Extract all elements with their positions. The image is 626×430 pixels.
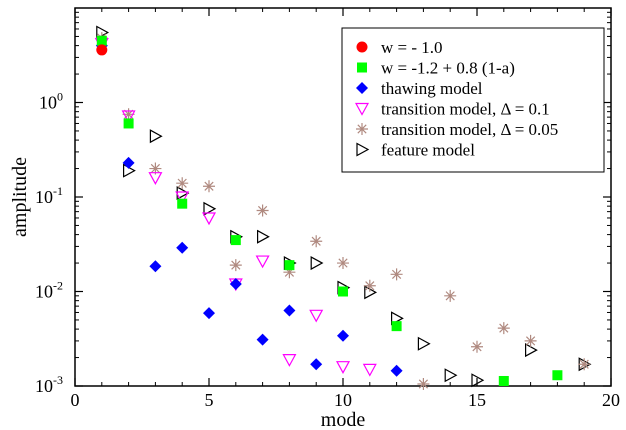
data-point xyxy=(122,108,135,121)
data-point xyxy=(390,364,403,377)
data-point xyxy=(578,358,591,371)
legend-marker xyxy=(357,62,367,73)
data-point xyxy=(524,334,537,347)
data-point xyxy=(123,118,134,129)
data-point xyxy=(417,336,431,351)
data-point xyxy=(444,289,457,302)
data-point xyxy=(176,241,189,254)
data-point xyxy=(310,235,323,248)
data-series xyxy=(94,25,592,390)
legend-label: transition model, Δ = 0.1 xyxy=(381,100,550,119)
data-point xyxy=(362,363,377,377)
data-point xyxy=(310,358,323,371)
x-tick-label: 20 xyxy=(602,390,620,410)
data-point xyxy=(284,260,295,271)
x-tick-label: 0 xyxy=(71,390,80,410)
data-point xyxy=(471,373,485,388)
data-point xyxy=(149,162,162,175)
data-point xyxy=(121,110,136,124)
data-point xyxy=(282,354,297,367)
data-point xyxy=(175,191,190,205)
legend-marker xyxy=(356,41,368,53)
data-point xyxy=(255,255,270,269)
legend-box xyxy=(341,27,605,173)
data-point xyxy=(203,201,217,216)
data-point xyxy=(203,180,215,193)
data-point xyxy=(417,377,430,390)
data-point xyxy=(256,204,269,217)
data-point xyxy=(96,35,107,46)
legend-marker xyxy=(356,142,370,157)
data-point xyxy=(176,177,189,190)
data-point xyxy=(337,329,349,342)
y-axis-ticks: 10-3 10-2 10-1 100 xyxy=(35,11,611,396)
data-point xyxy=(148,172,163,185)
legend-label: transition model, Δ = 0.05 xyxy=(381,120,558,139)
data-point xyxy=(229,278,242,291)
data-point xyxy=(471,340,483,353)
y-tick-label: 10-1 xyxy=(35,184,63,207)
y-axis-label: amplitude xyxy=(9,157,31,237)
x-axis-ticks: 0 5 10 15 20 xyxy=(71,8,620,410)
data-point xyxy=(497,322,510,335)
legend-label: feature model xyxy=(381,141,475,160)
x-tick-label: 15 xyxy=(468,390,486,410)
data-point xyxy=(363,279,376,292)
legend-label: w = - 1.0 xyxy=(381,38,443,57)
legend-marker xyxy=(356,82,368,94)
data-point xyxy=(498,375,509,386)
legend: w = - 1.0 w = -1.2 + 0.8 (1-a)thawing mod… xyxy=(341,27,605,173)
data-point xyxy=(337,257,349,270)
data-point xyxy=(338,286,348,297)
plot-area: 0 5 10 15 20 10-3 10-2 10-1 100 xyxy=(35,7,620,410)
series-circle xyxy=(96,44,108,56)
data-point xyxy=(310,256,324,271)
data-point xyxy=(229,259,242,272)
data-point xyxy=(283,266,296,279)
x-tick-label: 5 xyxy=(205,390,214,410)
data-point xyxy=(149,129,163,144)
data-point xyxy=(256,333,269,346)
data-point xyxy=(177,198,188,209)
data-point xyxy=(122,156,135,169)
legend-label: w = -1.2 + 0.8 (1-a) xyxy=(381,59,515,78)
legend-label: thawing model xyxy=(381,79,483,98)
legend-marker xyxy=(354,102,370,116)
data-point xyxy=(391,321,402,332)
data-point xyxy=(201,212,217,226)
y-tick-label: 10-3 xyxy=(35,373,63,396)
data-point xyxy=(390,268,403,281)
y-tick-label: 10-2 xyxy=(35,279,63,302)
data-point xyxy=(203,307,215,320)
data-point xyxy=(552,370,563,381)
data-point xyxy=(257,229,270,244)
series-triangle-down xyxy=(94,38,377,377)
x-tick-label: 10 xyxy=(334,390,352,410)
data-point xyxy=(283,304,296,317)
data-point xyxy=(96,44,108,56)
y-tick-label: 100 xyxy=(39,90,63,113)
legend-marker xyxy=(356,123,368,135)
data-point xyxy=(149,260,162,273)
data-point xyxy=(309,309,324,323)
data-point xyxy=(230,235,241,246)
data-point xyxy=(444,368,458,383)
data-point xyxy=(524,343,538,358)
data-point xyxy=(335,361,351,374)
series-square xyxy=(96,35,563,386)
x-axis-label: mode xyxy=(321,409,366,430)
